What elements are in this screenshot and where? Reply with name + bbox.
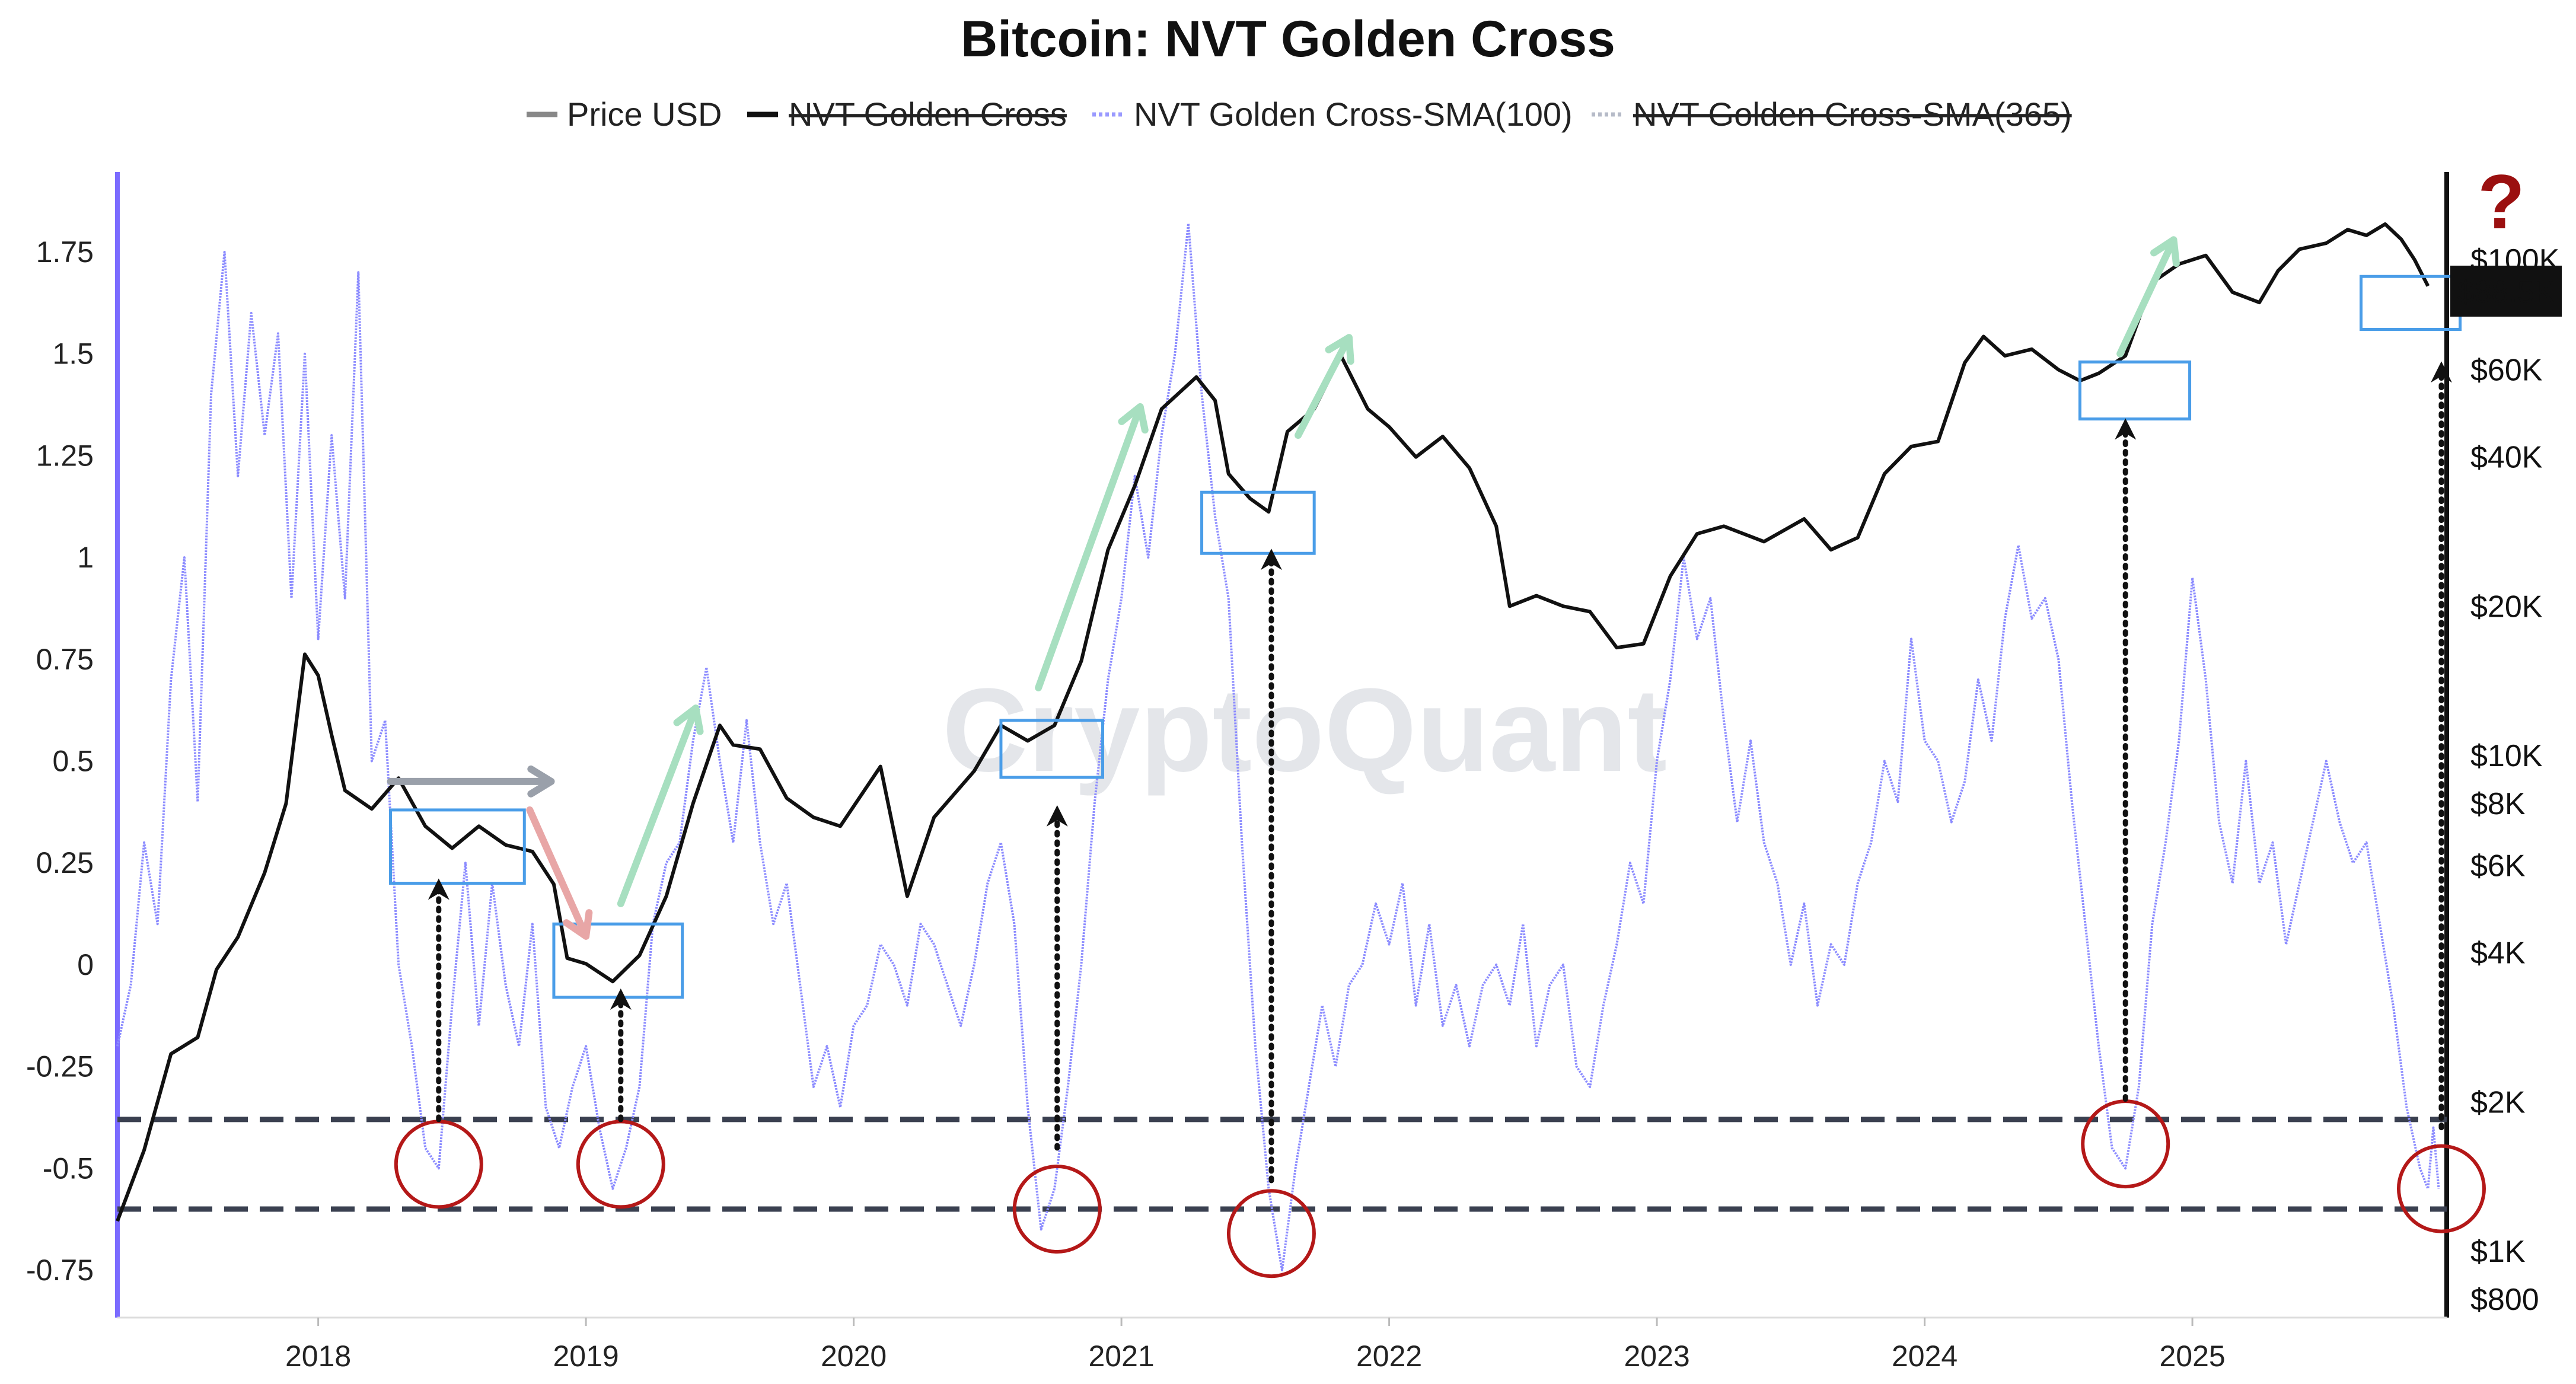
- legend-item-nvt-golden-cross[interactable]: NVT Golden Cross: [747, 95, 1067, 133]
- bottom-circle: [2396, 1144, 2486, 1233]
- left-tick-label: 1: [77, 541, 94, 574]
- legend-item-nvt-sma-365[interactable]: NVT Golden Cross-SMA(365): [1592, 95, 2072, 133]
- left-tick-label: 1.5: [52, 337, 94, 371]
- right-axis-ticks: $100K$60K$40K$20K$10K$8K$6K$4K$2K$1K$800: [2470, 243, 2560, 1317]
- price-line: [116, 222, 2430, 1222]
- right-tick-label: $10K: [2470, 739, 2543, 773]
- trend-arrow-shaft: [526, 806, 590, 940]
- trend-arrow-shaft: [1035, 403, 1144, 691]
- left-tick-label: -0.5: [43, 1152, 94, 1185]
- trend-arrow: [2116, 236, 2180, 358]
- trend-arrow-head: [1325, 334, 1354, 365]
- current-price-tag: $88.5K: [2450, 266, 2562, 317]
- left-tick-label: 0: [77, 948, 94, 981]
- highlight-boxes: [389, 275, 2462, 999]
- left-tick-label: 1.75: [36, 235, 94, 269]
- x-tick-label: 2023: [1624, 1340, 1689, 1373]
- highlight-box: [389, 808, 526, 885]
- current-price-label: $88.5K: [2457, 275, 2555, 310]
- x-tick-label: 2020: [821, 1340, 887, 1373]
- bottom-circle: [1226, 1189, 1316, 1278]
- trend-arrow: [1035, 403, 1149, 691]
- watermark: CryptoQuant: [942, 664, 1667, 796]
- right-tick-label: $1K: [2470, 1235, 2526, 1269]
- legend-item-nvt-sma-100[interactable]: NVT Golden Cross-SMA(100): [1092, 95, 1573, 133]
- highlight-box: [999, 719, 1104, 779]
- trend-arrow: [526, 806, 593, 940]
- trend-arrow-head: [563, 909, 593, 940]
- x-tick-label: 2019: [553, 1340, 619, 1373]
- sma-100-line: [116, 222, 2440, 1271]
- highlight-box: [1200, 490, 1316, 555]
- bottom-circles: [394, 1099, 2486, 1278]
- left-tick-label: -0.75: [26, 1254, 94, 1287]
- right-tick-label: $2K: [2470, 1085, 2526, 1120]
- x-tick-label: 2018: [285, 1340, 351, 1373]
- trend-arrow-shaft: [2116, 236, 2178, 358]
- bottom-circle: [1012, 1164, 1102, 1254]
- trend-arrow: [1295, 334, 1354, 439]
- series-nvt-sma-100: [116, 222, 2440, 1271]
- right-tick-label: $6K: [2470, 849, 2526, 883]
- x-tick-label: 2024: [1892, 1340, 1957, 1373]
- trend-arrows: [387, 236, 2180, 940]
- left-axis-ticks: 1.75 1.5 1.25 1 0.75 0.5 0.25 0 -0.25 -0.5 -0.75: [26, 235, 94, 1287]
- current-price-tag-bg: [2450, 266, 2562, 317]
- legend-label-nvt-sma-100: NVT Golden Cross-SMA(100): [1134, 95, 1573, 133]
- x-axis-ticks: 2018 2019 2020 2021 2022 2023 2024 2025: [285, 1318, 2226, 1373]
- x-tick-label: 2021: [1088, 1340, 1154, 1373]
- trend-arrow: [387, 765, 555, 798]
- left-tick-label: 0.75: [36, 643, 94, 676]
- threshold-lines: [117, 1117, 2447, 1212]
- trend-arrow: [617, 704, 704, 907]
- highlight-box: [2078, 360, 2192, 421]
- trend-arrow-shaft: [1295, 334, 1353, 439]
- legend-item-price-usd[interactable]: Price USD: [527, 95, 722, 133]
- question-mark: ?: [2478, 158, 2524, 245]
- left-tick-label: 0.25: [36, 846, 94, 879]
- legend-label-price-usd: Price USD: [567, 95, 722, 133]
- left-tick-label: 1.25: [36, 439, 94, 472]
- x-tick-label: 2022: [1356, 1340, 1422, 1373]
- trend-arrow-head: [2150, 236, 2180, 267]
- chart-title: Bitcoin: NVT Golden Cross: [961, 11, 1615, 68]
- legend-label-nvt-sma-365: NVT Golden Cross-SMA(365): [1633, 95, 2072, 133]
- trend-arrow-head: [1118, 403, 1149, 434]
- trend-arrow-head: [673, 704, 704, 735]
- left-tick-label: -0.25: [26, 1050, 94, 1083]
- dotted-arrows: [428, 361, 2452, 1184]
- right-tick-label: $40K: [2470, 441, 2543, 475]
- series-price-usd: [116, 222, 2430, 1222]
- right-tick-label: $8K: [2470, 787, 2526, 821]
- bottom-circle: [576, 1120, 665, 1209]
- right-tick-label: $800: [2470, 1283, 2539, 1317]
- trend-arrow-head: [527, 765, 555, 798]
- x-tick-label: 2025: [2159, 1340, 2225, 1373]
- legend: Price USD NVT Golden Cross NVT Golden Cr…: [527, 95, 2072, 133]
- legend-label-nvt-golden-cross: NVT Golden Cross: [789, 95, 1067, 133]
- right-tick-label: $60K: [2470, 353, 2543, 387]
- trend-arrow-shaft: [617, 704, 700, 907]
- bottom-circle: [2081, 1099, 2170, 1189]
- left-tick-label: 0.5: [52, 745, 94, 778]
- right-tick-label: $4K: [2470, 936, 2526, 971]
- right-tick-label: $20K: [2470, 589, 2543, 624]
